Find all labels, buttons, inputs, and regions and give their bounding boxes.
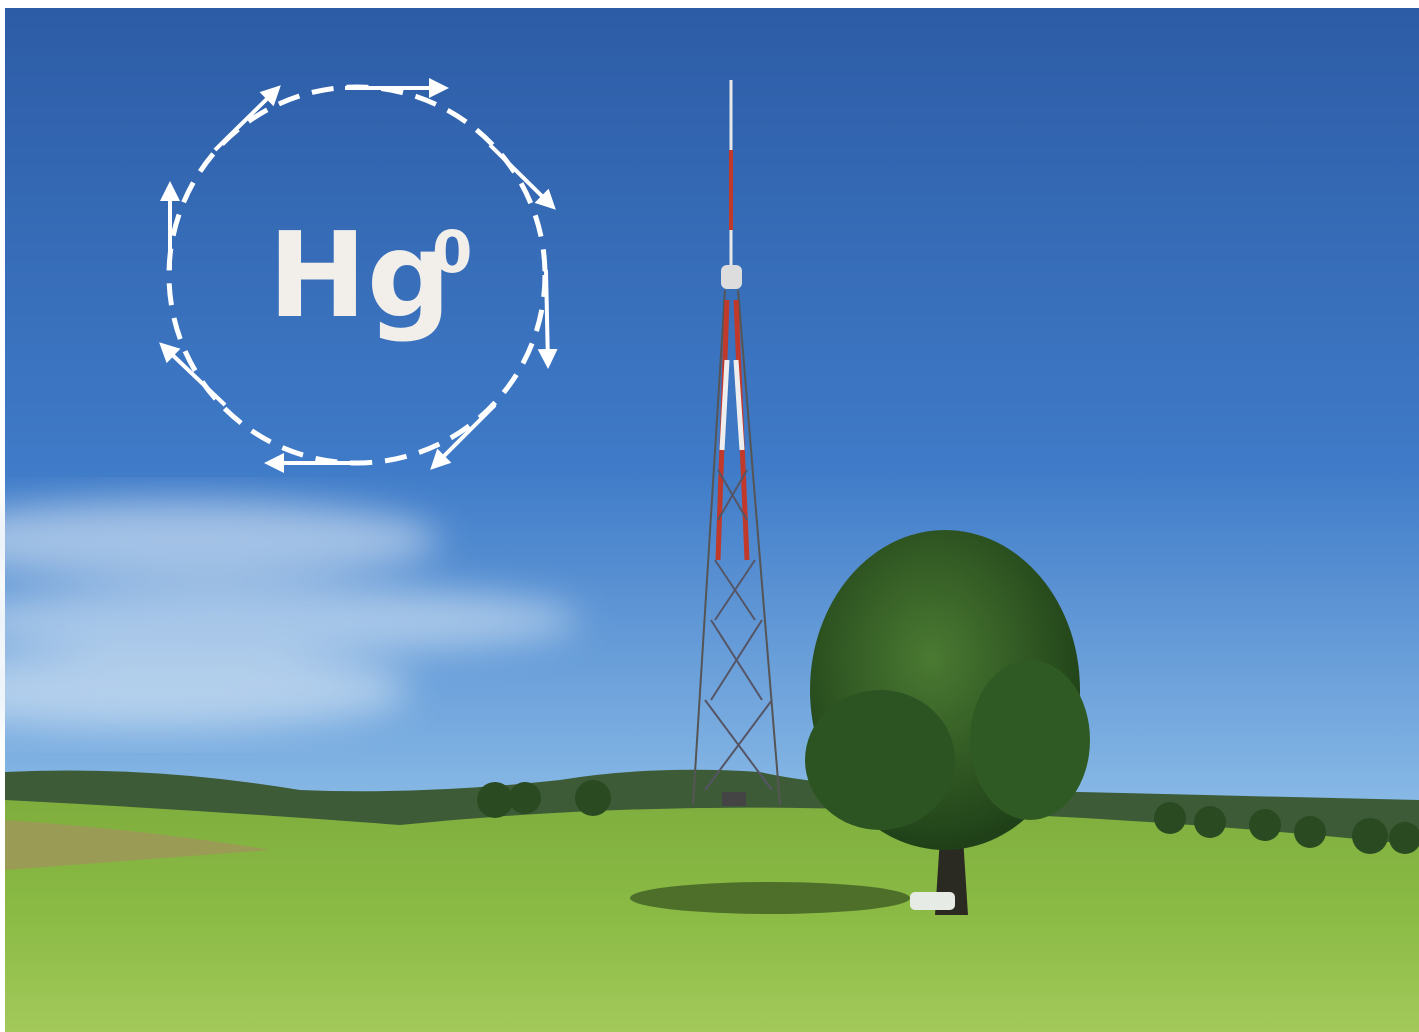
overlay-superscript: 0 <box>432 218 472 286</box>
overlay-text: Hg <box>268 206 451 344</box>
shadow <box>630 882 910 914</box>
photo: Hg 0 <box>0 0 1419 1032</box>
page: Hg 0 (() => { const data = JSON.parse(do… <box>0 0 1419 1032</box>
